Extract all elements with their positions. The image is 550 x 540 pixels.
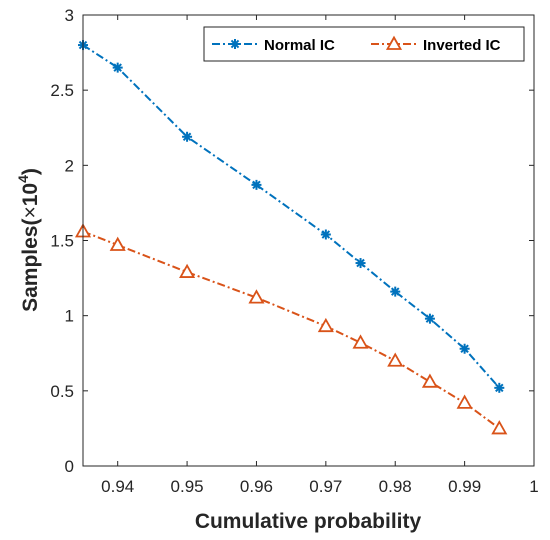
asterisk-stroke bbox=[460, 344, 469, 353]
x-tick-label: 0.96 bbox=[240, 477, 273, 496]
y-tick-label: 1.5 bbox=[50, 232, 74, 251]
y-axis-label-close: ) bbox=[19, 168, 42, 175]
legend-label-normal-ic: Normal IC bbox=[264, 37, 335, 54]
data-point-inverted-ic bbox=[317, 317, 334, 333]
y-tick-label: 2.5 bbox=[50, 81, 74, 100]
data-point-normal-ic bbox=[320, 229, 331, 240]
plot-area bbox=[83, 15, 534, 466]
asterisk-stroke bbox=[230, 39, 240, 49]
x-axis-label: Cumulative probability bbox=[195, 510, 422, 533]
series-line-inverted-ic bbox=[82, 230, 500, 430]
asterisk-stroke bbox=[495, 383, 504, 393]
data-point-normal-ic bbox=[494, 382, 505, 393]
data-point-normal-ic bbox=[182, 131, 193, 142]
data-point-inverted-ic bbox=[491, 420, 508, 435]
legend-symbol-inverted-ic bbox=[371, 35, 417, 50]
data-point-inverted-ic bbox=[179, 263, 196, 278]
y-tick-label: 0.5 bbox=[50, 382, 74, 401]
asterisk-stroke bbox=[390, 287, 400, 296]
x-tick-label: 0.99 bbox=[448, 477, 481, 496]
x-tick-label: 0.98 bbox=[379, 477, 412, 496]
data-point-normal-ic bbox=[355, 258, 366, 269]
data-point-inverted-ic bbox=[109, 236, 126, 251]
y-axis-label-exponent: 4 bbox=[15, 175, 31, 183]
legend: Normal IC Inverted IC bbox=[203, 26, 525, 62]
data-point-inverted-ic bbox=[456, 394, 473, 409]
legend-marker-normal-ic bbox=[230, 39, 240, 49]
x-tick-label: 0.97 bbox=[309, 477, 342, 496]
x-tick-label: 1 bbox=[529, 477, 538, 496]
data-point-inverted-ic bbox=[421, 373, 438, 388]
y-axis-label-main: Samples( bbox=[19, 219, 42, 312]
y-tick-label: 2 bbox=[65, 156, 74, 175]
data-point-inverted-ic bbox=[387, 352, 404, 367]
asterisk-stroke bbox=[425, 314, 435, 323]
legend-label-inverted-ic: Inverted IC bbox=[423, 37, 501, 54]
series-inverted-ic bbox=[74, 223, 508, 435]
legend-marker-inverted-ic bbox=[385, 35, 403, 50]
x-tick-label: 0.95 bbox=[171, 477, 204, 496]
asterisk-stroke bbox=[113, 63, 122, 72]
legend-symbol-normal-ic bbox=[212, 39, 258, 49]
x-tick-label: 0.94 bbox=[101, 477, 134, 496]
y-axis-label: Samples(×104) bbox=[15, 168, 42, 312]
asterisk-stroke bbox=[356, 258, 365, 268]
series-line-normal-ic bbox=[82, 44, 501, 389]
data-point-normal-ic bbox=[459, 343, 470, 354]
asterisk-stroke bbox=[182, 132, 192, 142]
y-axis-label-base: 10 bbox=[19, 183, 42, 206]
data-point-normal-ic bbox=[112, 62, 123, 73]
y-tick-label: 0 bbox=[65, 457, 74, 476]
y-tick-label: 1 bbox=[65, 307, 74, 326]
y-tick-label: 3 bbox=[65, 6, 74, 25]
y-axis-label-times: × bbox=[19, 206, 42, 218]
asterisk-stroke bbox=[252, 180, 261, 190]
data-point-inverted-ic bbox=[248, 289, 265, 304]
ticks-layer: 0.94 0.95 0.96 0.97 0.98 0.99 1 0 0.5 1 1.5 2 2.5 3 bbox=[50, 6, 538, 496]
data-point-normal-ic bbox=[251, 179, 262, 190]
asterisk-stroke bbox=[321, 230, 331, 239]
series-layer bbox=[74, 40, 508, 435]
data-point-inverted-ic bbox=[352, 334, 369, 349]
data-point-normal-ic bbox=[424, 313, 435, 324]
data-point-normal-ic bbox=[390, 286, 401, 297]
legend-box bbox=[203, 26, 525, 62]
